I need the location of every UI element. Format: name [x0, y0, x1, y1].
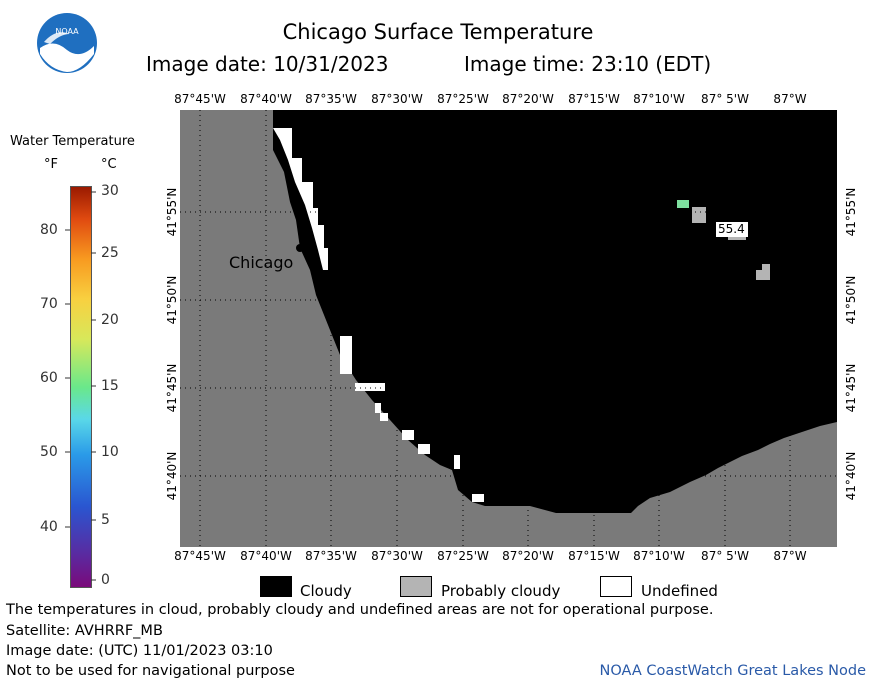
image-date: Image date: 10/31/2023 — [146, 52, 389, 76]
lon-label-top: 87° 5'W — [701, 92, 749, 106]
credit-text: NOAA CoastWatch Great Lakes Node — [599, 663, 866, 679]
lon-label-bottom: 87°20'W — [502, 549, 554, 563]
f-tick-80: 80 — [40, 222, 58, 238]
c-tick-10: 10 — [101, 444, 119, 460]
f-tick-40: 40 — [40, 519, 58, 535]
key-swatch-cloudy — [260, 576, 292, 597]
lon-label-top: 87°15'W — [568, 92, 620, 106]
c-tick-5: 5 — [101, 512, 110, 528]
lat-label-right: 41°55'N — [844, 187, 858, 237]
map-canvas — [180, 110, 837, 547]
lon-label-bottom: 87° 5'W — [701, 549, 749, 563]
chicago-marker — [296, 244, 304, 252]
navigation-warning: Not to be used for navigational purpose — [6, 663, 295, 679]
key-label-probably-cloudy: Probably cloudy — [441, 582, 561, 600]
lat-label-left: 41°45'N — [165, 363, 179, 413]
lon-label-top: 87°40'W — [240, 92, 292, 106]
lat-label-right: 41°40'N — [844, 451, 858, 501]
temperature-value: 55.4 — [718, 222, 745, 236]
logo-text: NOAA — [55, 27, 79, 36]
lon-label-top: 87°25'W — [437, 92, 489, 106]
lat-label-left: 41°50'N — [165, 275, 179, 325]
f-tick-70: 70 — [40, 296, 58, 312]
key-swatch-probably-cloudy — [400, 576, 432, 597]
lon-label-top: 87°30'W — [371, 92, 423, 106]
lon-label-top: 87°10'W — [633, 92, 685, 106]
lon-label-bottom: 87°15'W — [568, 549, 620, 563]
lon-label-bottom: 87°30'W — [371, 549, 423, 563]
lon-label-bottom: 87°35'W — [305, 549, 357, 563]
temperature-colorbar — [70, 186, 92, 588]
utc-date-text: Image date: (UTC) 11/01/2023 03:10 — [6, 643, 273, 659]
image-time: Image time: 23:10 (EDT) — [464, 52, 712, 76]
f-tick-50: 50 — [40, 444, 58, 460]
land-area — [180, 110, 837, 547]
c-tick-30: 30 — [101, 183, 119, 199]
c-tick-20: 20 — [101, 312, 119, 328]
key-label-undefined: Undefined — [641, 582, 718, 600]
lon-label-bottom: 87°W — [773, 549, 807, 563]
f-tick-60: 60 — [40, 370, 58, 386]
lon-label-bottom: 87°10'W — [633, 549, 685, 563]
lat-label-right: 41°45'N — [844, 363, 858, 413]
lat-label-right: 41°50'N — [844, 275, 858, 325]
c-tick-25: 25 — [101, 245, 119, 261]
lon-label-top: 87°W — [773, 92, 807, 106]
c-tick-0: 0 — [101, 572, 110, 588]
unit-celsius: °C — [101, 157, 117, 172]
lon-label-top: 87°35'W — [305, 92, 357, 106]
lat-label-left: 41°55'N — [165, 187, 179, 237]
lon-label-bottom: 87°40'W — [240, 549, 292, 563]
noaa-logo: NOAA — [37, 13, 97, 73]
warm-pixel — [677, 200, 689, 208]
colorbar-ticks — [65, 191, 96, 581]
undefined-areas — [273, 128, 484, 502]
lon-label-bottom: 87°25'W — [437, 549, 489, 563]
key-swatch-undefined — [600, 576, 632, 597]
lon-label-top: 87°45'W — [174, 92, 226, 106]
legend-title: Water Temperature — [10, 134, 135, 149]
disclaimer-text: The temperatures in cloud, probably clou… — [6, 602, 714, 618]
lon-label-bottom: 87°45'W — [174, 549, 226, 563]
unit-fahrenheit: °F — [44, 157, 58, 172]
lat-label-left: 41°40'N — [165, 451, 179, 501]
key-label-cloudy: Cloudy — [300, 582, 352, 600]
lon-label-top: 87°20'W — [502, 92, 554, 106]
page-title: Chicago Surface Temperature — [282, 20, 594, 44]
c-tick-15: 15 — [101, 378, 119, 394]
satellite-text: Satellite: AVHRRF_MB — [6, 623, 163, 639]
city-label: Chicago — [229, 253, 294, 272]
